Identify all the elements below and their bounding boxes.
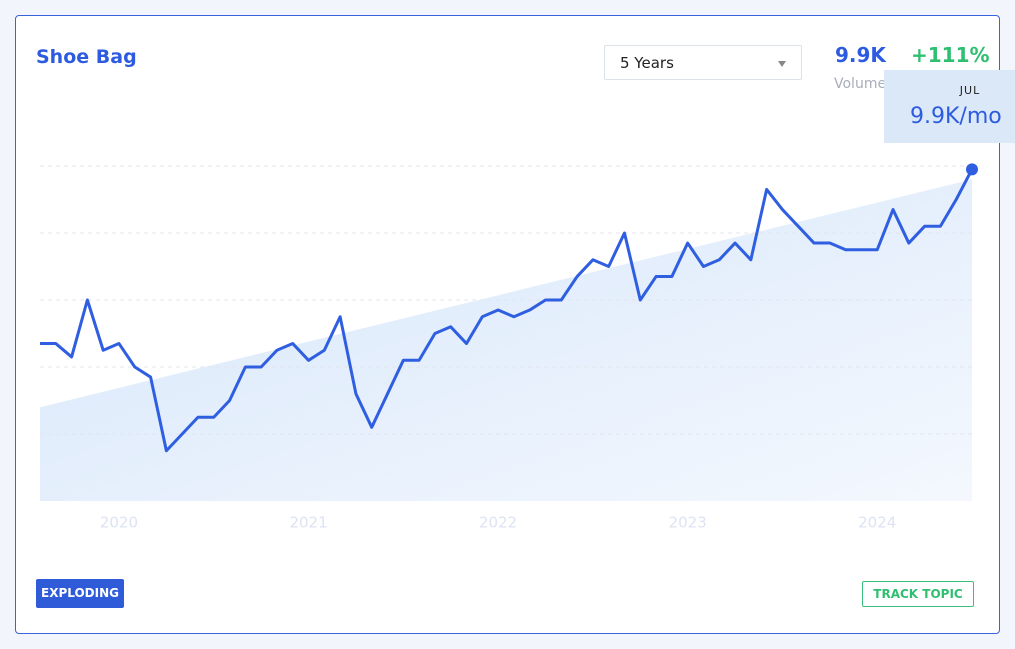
growth-value: +111% (911, 43, 990, 67)
track-button[interactable]: TRACK TOPIC (862, 581, 974, 607)
tooltip-value: 9.9K/mo (910, 104, 1002, 129)
x-tick-label: 2023 (669, 514, 707, 532)
caret (778, 61, 786, 67)
x-tick-label: 2021 (289, 514, 327, 532)
trend-line (40, 168, 974, 453)
period-value: 5 Years (620, 54, 674, 72)
x-tick-label: 2020 (100, 514, 138, 532)
last-point (966, 163, 978, 176)
x-tick-label: 2024 (858, 514, 896, 532)
tooltip: JUL 9.9K/mo (884, 70, 1015, 143)
x-tick-label: 2022 (479, 514, 517, 532)
volume-label: Volume (834, 76, 887, 92)
tooltip-month: JUL (959, 84, 981, 97)
volume-value: 9.9K (835, 43, 886, 67)
period-dropdown[interactable]: 5 Years (604, 45, 802, 80)
status-badge: EXPLODING (36, 579, 124, 608)
trend-area (40, 179, 972, 501)
topic-title: Shoe Bag (36, 46, 137, 68)
